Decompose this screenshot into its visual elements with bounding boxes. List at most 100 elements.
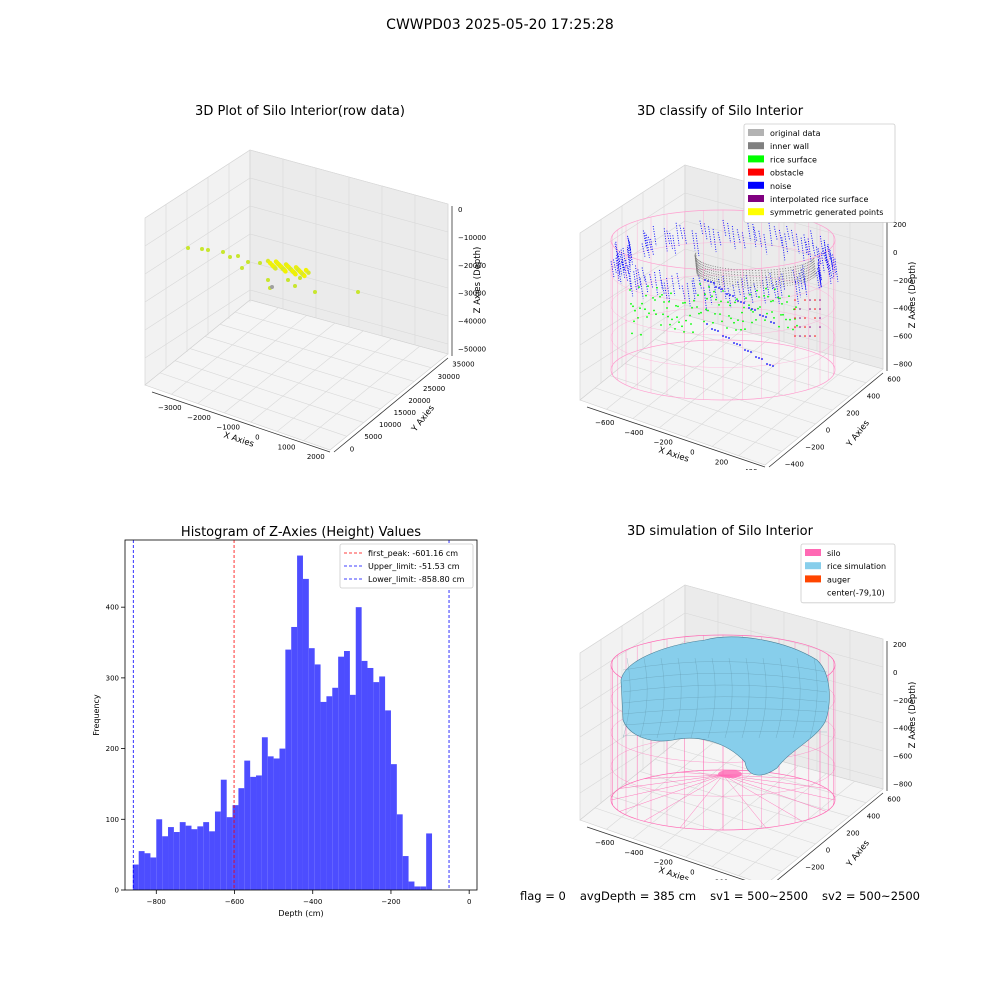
classify-legend-entry: noise <box>770 182 791 191</box>
classify-noise-point <box>714 329 716 331</box>
classify-silo-mid-ring <box>610 274 836 336</box>
classify-legend-entry: inner wall <box>770 142 809 151</box>
classify-noise-point <box>737 300 739 302</box>
raw-gridline <box>219 323 415 382</box>
classify-rice-point <box>741 311 743 314</box>
classify-noise-point <box>718 287 720 289</box>
simulation-gridline <box>579 584 686 654</box>
raw-data-point <box>258 261 262 265</box>
classify-noise-point <box>739 344 741 346</box>
simulation-panel-title: 3D simulation of Silo Interior <box>627 524 813 539</box>
classify-misc-point <box>819 326 821 328</box>
classify-rice-point <box>652 297 654 299</box>
classify-noise-point <box>722 335 724 337</box>
classify-rice-point <box>632 305 634 308</box>
raw-data-point <box>266 278 270 282</box>
classify-rice-point <box>756 289 758 292</box>
classify-inner-wall-point <box>767 269 771 288</box>
histogram-x-tick-label: −200 <box>381 898 400 906</box>
classify-noise-point <box>743 302 745 304</box>
classify-x-tick-label: 200 <box>715 458 728 466</box>
raw-data-point <box>306 270 311 275</box>
classify-misc-point <box>819 308 821 310</box>
raw-y-tick-label: 10000 <box>379 421 401 429</box>
classify-noise-point <box>727 287 732 309</box>
classify-legend-swatch <box>748 195 764 202</box>
histogram-bar <box>396 814 403 890</box>
classify-inner-wall-point <box>727 268 731 287</box>
classify-rice-point <box>755 319 757 321</box>
classify-noise-point <box>741 232 746 250</box>
simulation-y-tick-label: −200 <box>805 863 824 871</box>
classify-x-tick-label: −600 <box>595 419 614 427</box>
classify-rice-point <box>714 313 716 315</box>
classify-rice-point <box>684 301 686 304</box>
raw-gridline <box>234 311 432 369</box>
raw-data-point <box>228 255 232 259</box>
histogram-bar <box>244 760 251 890</box>
classify-misc-point <box>814 335 816 337</box>
simulation-gridline <box>684 584 884 640</box>
classify-rice-point <box>691 306 693 309</box>
raw-data-point <box>246 260 250 264</box>
raw-z-tick-label: −30000 <box>458 290 486 298</box>
classify-misc-point <box>809 308 811 310</box>
histogram-bar <box>267 756 274 890</box>
classify-inner-wall-point <box>701 261 705 280</box>
histogram-bar <box>273 758 280 890</box>
classify-rice-point <box>707 309 709 312</box>
classify-rice-point <box>690 323 692 325</box>
raw-gridline <box>249 289 449 345</box>
classify-rice-point <box>712 321 714 324</box>
histogram-bar <box>408 881 415 890</box>
classify-gridline <box>684 220 884 276</box>
histogram-legend-entry: Upper_limit: -51.53 cm <box>368 562 460 571</box>
classify-noise-point <box>733 342 735 344</box>
classify-inner-wall-point <box>761 269 765 288</box>
classify-noise-point <box>762 315 764 317</box>
histogram-y-tick-label: 200 <box>106 745 119 753</box>
histogram-bar <box>338 656 345 890</box>
classify-noise-point <box>644 276 649 294</box>
classify-rice-point <box>647 285 649 287</box>
classify-noise-point <box>721 288 723 290</box>
classify-rice-point <box>785 318 787 321</box>
classify-noise-point <box>706 323 708 325</box>
histogram-bar <box>320 701 327 890</box>
simulation-3d-plot: −600−400−2000200400−400−2000200400600200… <box>579 543 918 880</box>
classify-rice-point <box>654 299 656 301</box>
flag-text: flag = 0 <box>520 889 566 903</box>
simulation-gridline <box>624 783 816 845</box>
classify-noise-point <box>817 248 822 266</box>
classify-rice-point <box>648 312 650 315</box>
raw-z-axis-label: Z Axies (Depth) <box>473 247 483 314</box>
simulation-floor-spoke <box>643 774 724 822</box>
classify-noise-point <box>708 284 713 305</box>
histogram-bar <box>138 851 145 890</box>
classify-z-tick-label: 0 <box>893 249 897 257</box>
classify-noise-point <box>761 358 763 360</box>
classify-inner-wall-point <box>805 263 809 282</box>
classify-inner-wall-point <box>696 258 700 278</box>
simulation-mesh-line <box>622 684 828 693</box>
classify-rice-point <box>703 320 705 323</box>
histogram-bar <box>261 737 268 890</box>
classify-z-tick-label: −400 <box>893 305 912 313</box>
classify-rice-point <box>748 304 750 307</box>
simulation-mesh-line <box>758 657 767 739</box>
classify-misc-point <box>804 335 806 337</box>
classify-misc-point <box>804 326 806 328</box>
raw-z-tick-label: −20000 <box>458 262 486 270</box>
raw-y-tick-label: 15000 <box>394 409 416 417</box>
raw-data-point <box>206 248 210 252</box>
classify-inner-wall-point <box>795 266 799 285</box>
simulation-z-tick-label: −600 <box>893 753 912 761</box>
raw-gridline <box>249 177 449 233</box>
classify-gridline <box>606 322 714 410</box>
classify-rice-point <box>733 321 735 324</box>
classify-rice-point <box>704 293 706 296</box>
histogram-legend-entry: first_peak: -601.16 cm <box>368 549 458 558</box>
classify-rice-point <box>639 307 641 310</box>
classify-rice-point <box>676 316 678 319</box>
classify-rice-point <box>740 328 742 331</box>
